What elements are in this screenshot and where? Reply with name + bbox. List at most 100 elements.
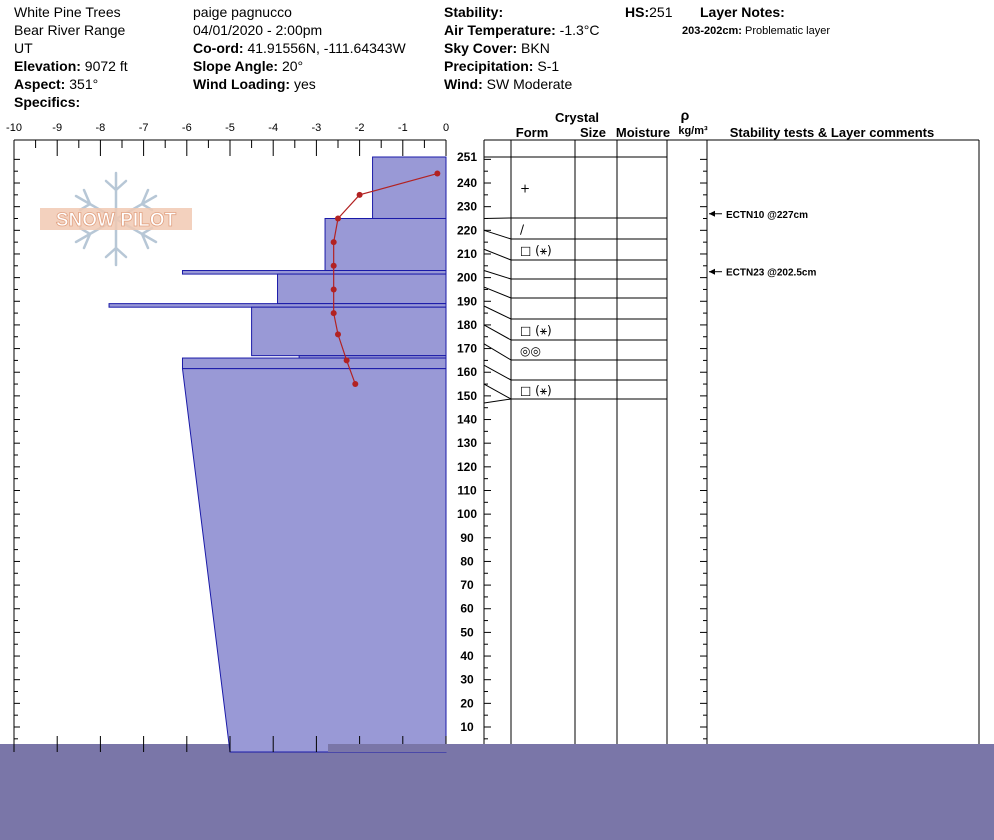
layer-note-depth: 203-202cm: <box>682 25 742 37</box>
stability-arrow-head <box>709 210 715 217</box>
range-name: Bear River Range <box>14 22 126 38</box>
y-tick-label: 20 <box>460 696 474 710</box>
temperature-line <box>333 172 438 385</box>
x-tick-label: -2 <box>355 122 365 134</box>
form-header: Form <box>516 125 549 140</box>
hs-label: HS: <box>625 4 650 20</box>
y-tick-label: 120 <box>457 460 477 474</box>
x-tick-label: -7 <box>139 122 149 134</box>
y-tick-label: 110 <box>457 483 477 497</box>
hs-row: HS:251 <box>625 3 672 21</box>
temperature-point <box>356 191 363 198</box>
slope-value: 20° <box>281 58 304 74</box>
temperature-point <box>330 262 337 269</box>
y-tick-label: 160 <box>457 365 477 379</box>
y-tick-label: 40 <box>460 649 474 663</box>
layer-note: 203-202cm: Problematic layer <box>682 22 830 40</box>
hardness-layer <box>324 217 447 272</box>
observer-name: paige pagnucco <box>193 4 292 20</box>
hardness-layers <box>108 156 447 753</box>
hardness-layer <box>108 303 447 308</box>
stability-test-label: ECTN10 @227cm <box>726 210 808 221</box>
x-tick-label: -6 <box>182 122 192 134</box>
layer-connector <box>483 343 512 361</box>
stability-test-label: ECTN23 @202.5cm <box>726 268 816 279</box>
stability-header: Stability tests & Layer comments <box>730 125 934 140</box>
coord-label: Co-ord: <box>193 40 244 56</box>
crystal-form-symbol: □ (⚹) <box>520 324 552 338</box>
y-tick-label: 10 <box>460 720 474 734</box>
rho-header: ρ <box>681 107 690 123</box>
slope-label: Slope Angle: <box>193 58 279 74</box>
layer-connector <box>483 364 512 381</box>
layer-note-text: Problematic layer <box>745 25 830 37</box>
y-tick-label: 70 <box>460 578 474 592</box>
aspect-label: Aspect: <box>14 76 66 92</box>
hardness-layer <box>277 273 447 305</box>
bottom-band-overlay <box>328 744 994 752</box>
y-tick-label: 200 <box>457 271 477 285</box>
elevation-value: 9072 ft <box>84 58 128 74</box>
y-tick-label: 140 <box>457 413 477 427</box>
wind-value: SW Moderate <box>486 76 573 92</box>
y-tick-label: 90 <box>460 531 474 545</box>
hs-value: 251 <box>649 4 673 20</box>
temperature-point <box>330 310 337 317</box>
layer-connector <box>483 398 512 404</box>
wind-row: Wind: SW Moderate <box>444 75 572 93</box>
temperature-point <box>335 215 341 222</box>
layer-connector <box>483 286 512 299</box>
height-axis: 251 240 230 220 210 200 190 180 170 160 150 140 130 1… <box>457 139 512 752</box>
x-tick-label: -4 <box>268 122 278 134</box>
y-tick-label: 100 <box>457 507 477 521</box>
snow-profile-chart: SNOW PILOT -10 -9 -8 -7 -6 -5 -4 -3 -2 -1 0 251240… <box>6 107 980 753</box>
temperature-point <box>330 286 337 293</box>
hardness-layer <box>181 357 447 370</box>
layer-connector <box>483 383 512 400</box>
temperature-profile <box>330 170 441 388</box>
temperature-point <box>330 239 337 246</box>
air-temp-value: -1.3°C <box>559 22 600 38</box>
y-tick-label: 130 <box>457 436 477 450</box>
elevation-label: Elevation: <box>14 58 81 74</box>
x-tick-label: -8 <box>96 122 106 134</box>
wind-loading-row: Wind Loading: yes <box>193 75 316 93</box>
layer-connector <box>483 305 512 320</box>
elevation-row: Elevation: 9072 ft <box>14 57 128 75</box>
crystal-form-symbol: □ (⚹) <box>520 244 552 258</box>
wind-label: Wind: <box>444 76 483 92</box>
density-unit-header: kg/m³ <box>678 125 708 137</box>
sky-label: Sky Cover: <box>444 40 518 56</box>
y-tick-label: 80 <box>460 554 474 568</box>
state-name: UT <box>14 40 33 56</box>
aspect-value: 351° <box>69 76 99 92</box>
layer-connector <box>483 324 512 341</box>
crystal-form-symbol: / <box>520 223 525 237</box>
y-tick-label: 251 <box>457 150 477 164</box>
sky-row: Sky Cover: BKN <box>444 39 550 57</box>
precip-label: Precipitation: <box>444 58 534 74</box>
crystal-form-symbol: □ (⚹) <box>520 384 552 398</box>
temperature-point <box>434 170 441 177</box>
coord-row: Co-ord: 41.91556N, -111.64343W <box>193 39 406 57</box>
x-tick-label: -10 <box>6 122 22 134</box>
y-tick-label: 50 <box>460 625 474 639</box>
layer-connector <box>483 270 512 280</box>
hardness-layer <box>181 368 447 753</box>
air-temp-label: Air Temperature: <box>444 22 556 38</box>
y-tick-label: 190 <box>457 294 477 308</box>
observation-datetime: 04/01/2020 - 2:00pm <box>193 22 323 38</box>
specifics-row: Specifics: <box>14 93 80 111</box>
temperature-point <box>352 381 359 388</box>
layer-connector <box>483 248 512 261</box>
slope-row: Slope Angle: 20° <box>193 57 303 75</box>
y-tick-label: 170 <box>457 342 477 356</box>
crystal-table: + / □ (⚹) □ (⚹) ◎◎ □ (⚹) ECTN10 @227cm ECTN23 @… <box>483 139 980 752</box>
y-tick-label: 210 <box>457 247 477 261</box>
sky-value: BKN <box>521 40 550 56</box>
aspect-row: Aspect: 351° <box>14 75 98 93</box>
snowpilot-logo: SNOW PILOT <box>40 171 192 267</box>
bottom-band <box>0 744 994 840</box>
y-tick-label: 60 <box>460 602 474 616</box>
y-tick-label: 150 <box>457 389 477 403</box>
